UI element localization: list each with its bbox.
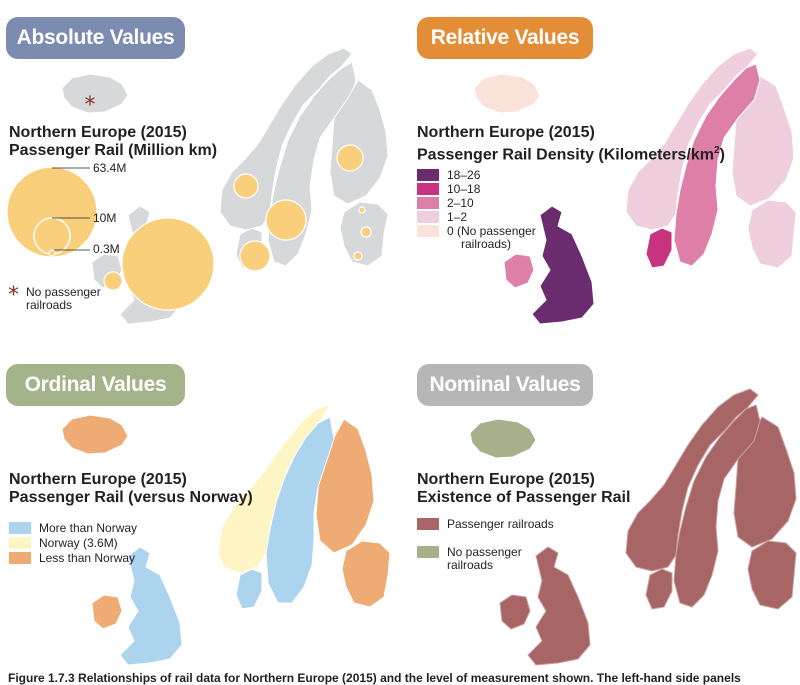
ireland-shape	[499, 594, 531, 630]
size-legend-medium	[33, 217, 71, 255]
density-swatch-10-18	[417, 183, 439, 195]
density-swatch-2-10	[417, 197, 439, 209]
panel-relative-values: Relative Values Northern Europe (2015) P…	[400, 0, 800, 341]
absolute-title-line1: Northern Europe (2015)	[9, 124, 187, 141]
nominal-swatch-norail	[417, 546, 439, 558]
iceland-shape	[61, 414, 129, 455]
ordinal-land	[61, 404, 391, 666]
nominal-title: Northern Europe (2015) Existence of Pass…	[417, 471, 630, 507]
baltic-states-shape	[747, 199, 797, 269]
sweden-shape	[265, 416, 335, 604]
size-legend-small	[48, 249, 56, 257]
denmark-circle	[239, 240, 271, 272]
great-britain-shape	[527, 546, 591, 666]
density-swatch-0	[417, 225, 439, 237]
density-legend: 18–26 10–18 2–10 1–2 0 (No passenger rail…	[417, 169, 536, 251]
iceland-shape	[61, 73, 129, 114]
size-legend-large	[6, 166, 98, 258]
size-legend	[6, 166, 98, 258]
ireland-circle	[103, 271, 123, 291]
relative-land	[473, 47, 797, 325]
absolute-values-pill: Absolute Values	[6, 17, 185, 59]
ordinal-swatch-more	[9, 522, 31, 534]
uk-circle	[121, 217, 215, 311]
panel-ordinal-values: Ordinal Values Northern Europe (2015) Pa…	[0, 341, 400, 682]
ordinal-legend-row-norway: Norway (3.6M)	[9, 537, 137, 552]
relative-title-line2: Passenger Rail Density (Kilometers/km2)	[417, 145, 725, 164]
ordinal-title: Northern Europe (2015) Passenger Rail (v…	[9, 471, 253, 507]
panel-absolute-values: * Absolute Values Northern Europe (2015)…	[0, 0, 400, 341]
ireland-shape	[503, 253, 535, 289]
relative-values-map	[473, 47, 797, 325]
iceland-star-icon: *	[85, 93, 96, 118]
norway-shape	[217, 404, 332, 574]
finland-shape	[329, 79, 389, 205]
ordinal-title-line1: Northern Europe (2015)	[9, 471, 187, 488]
figure-caption: Figure 1.7.3 Relationships of rail data …	[8, 671, 741, 685]
size-legend-label-large: 63.4M	[93, 161, 127, 175]
nominal-values-map	[469, 388, 797, 666]
iceland-shape	[473, 73, 541, 114]
density-swatch-18-26	[417, 169, 439, 181]
ordinal-title-line2: Passenger Rail (versus Norway)	[9, 489, 253, 506]
nominal-swatch-rail	[417, 518, 439, 530]
finland-shape	[733, 416, 797, 548]
ordinal-legend-row-less: Less than Norway	[9, 552, 137, 567]
relative-title: Northern Europe (2015) Passenger Rail De…	[417, 124, 725, 164]
lithuania-circle	[353, 251, 363, 261]
latvia-circle	[360, 226, 372, 238]
absolute-title-line2: Passenger Rail (Million km)	[9, 142, 218, 159]
no-rail-label-line2: railroads	[26, 298, 73, 312]
estonia-circle	[358, 206, 366, 214]
iceland-shape	[469, 418, 537, 459]
sweden-shape	[673, 63, 761, 267]
norway-circle	[233, 173, 259, 199]
density-legend-row-18-26: 18–26	[417, 169, 536, 183]
sweden-shape	[673, 404, 761, 608]
nominal-legend-row-norail: No passenger railroads	[417, 546, 554, 572]
finland-circle	[336, 144, 364, 172]
great-britain-shape	[119, 546, 183, 666]
denmark-shape	[235, 568, 263, 610]
ordinal-legend: More than Norway Norway (3.6M) Less than…	[9, 522, 137, 567]
nominal-title-line1: Northern Europe (2015)	[417, 471, 595, 488]
ordinal-values-map	[61, 404, 391, 666]
nominal-title-line2: Existence of Passenger Rail	[417, 489, 631, 506]
density-swatch-1-2	[417, 211, 439, 223]
great-britain-shape	[531, 205, 595, 325]
ireland-shape	[91, 594, 123, 630]
denmark-shape	[645, 227, 673, 269]
relative-values-pill: Relative Values	[417, 17, 593, 59]
absolute-values-map: *	[6, 47, 389, 325]
ordinal-swatch-less	[9, 552, 31, 564]
absolute-circles	[103, 144, 372, 311]
size-legend-label-medium: 10M	[93, 211, 117, 225]
baltic-states-shape	[747, 540, 797, 610]
finland-shape	[731, 75, 795, 207]
finland-shape	[315, 418, 375, 554]
nominal-legend: Passenger railroads No passenger railroad…	[417, 518, 554, 572]
density-legend-row-2-10: 2–10	[417, 197, 536, 211]
panel-nominal-values: Nominal Values Northern Europe (2015) Ex…	[400, 341, 800, 682]
nominal-land	[469, 388, 797, 666]
ordinal-legend-row-more: More than Norway	[9, 522, 137, 537]
nominal-values-pill: Nominal Values	[417, 364, 593, 406]
density-legend-row-10-18: 10–18	[417, 183, 536, 197]
no-rail-label-line1: No passenger	[26, 285, 101, 299]
sweden-circle	[265, 199, 307, 241]
density-legend-row-1-2: 1–2	[417, 211, 536, 225]
density-legend-row-0: 0 (No passenger railroads)	[417, 225, 536, 251]
baltic-states-shape	[341, 540, 391, 608]
size-legend-label-small: 0.3M	[93, 242, 120, 256]
ordinal-values-pill: Ordinal Values	[6, 364, 185, 406]
asterisk-star-icon: *	[8, 283, 19, 308]
nominal-legend-row-rail: Passenger railroads	[417, 518, 554, 546]
denmark-shape	[645, 568, 673, 610]
absolute-title: Northern Europe (2015) Passenger Rail (M…	[9, 124, 217, 160]
ordinal-swatch-norway	[9, 537, 31, 549]
no-rail-legend: * No passenger railroads	[8, 283, 118, 312]
relative-title-line1: Northern Europe (2015)	[417, 124, 595, 141]
